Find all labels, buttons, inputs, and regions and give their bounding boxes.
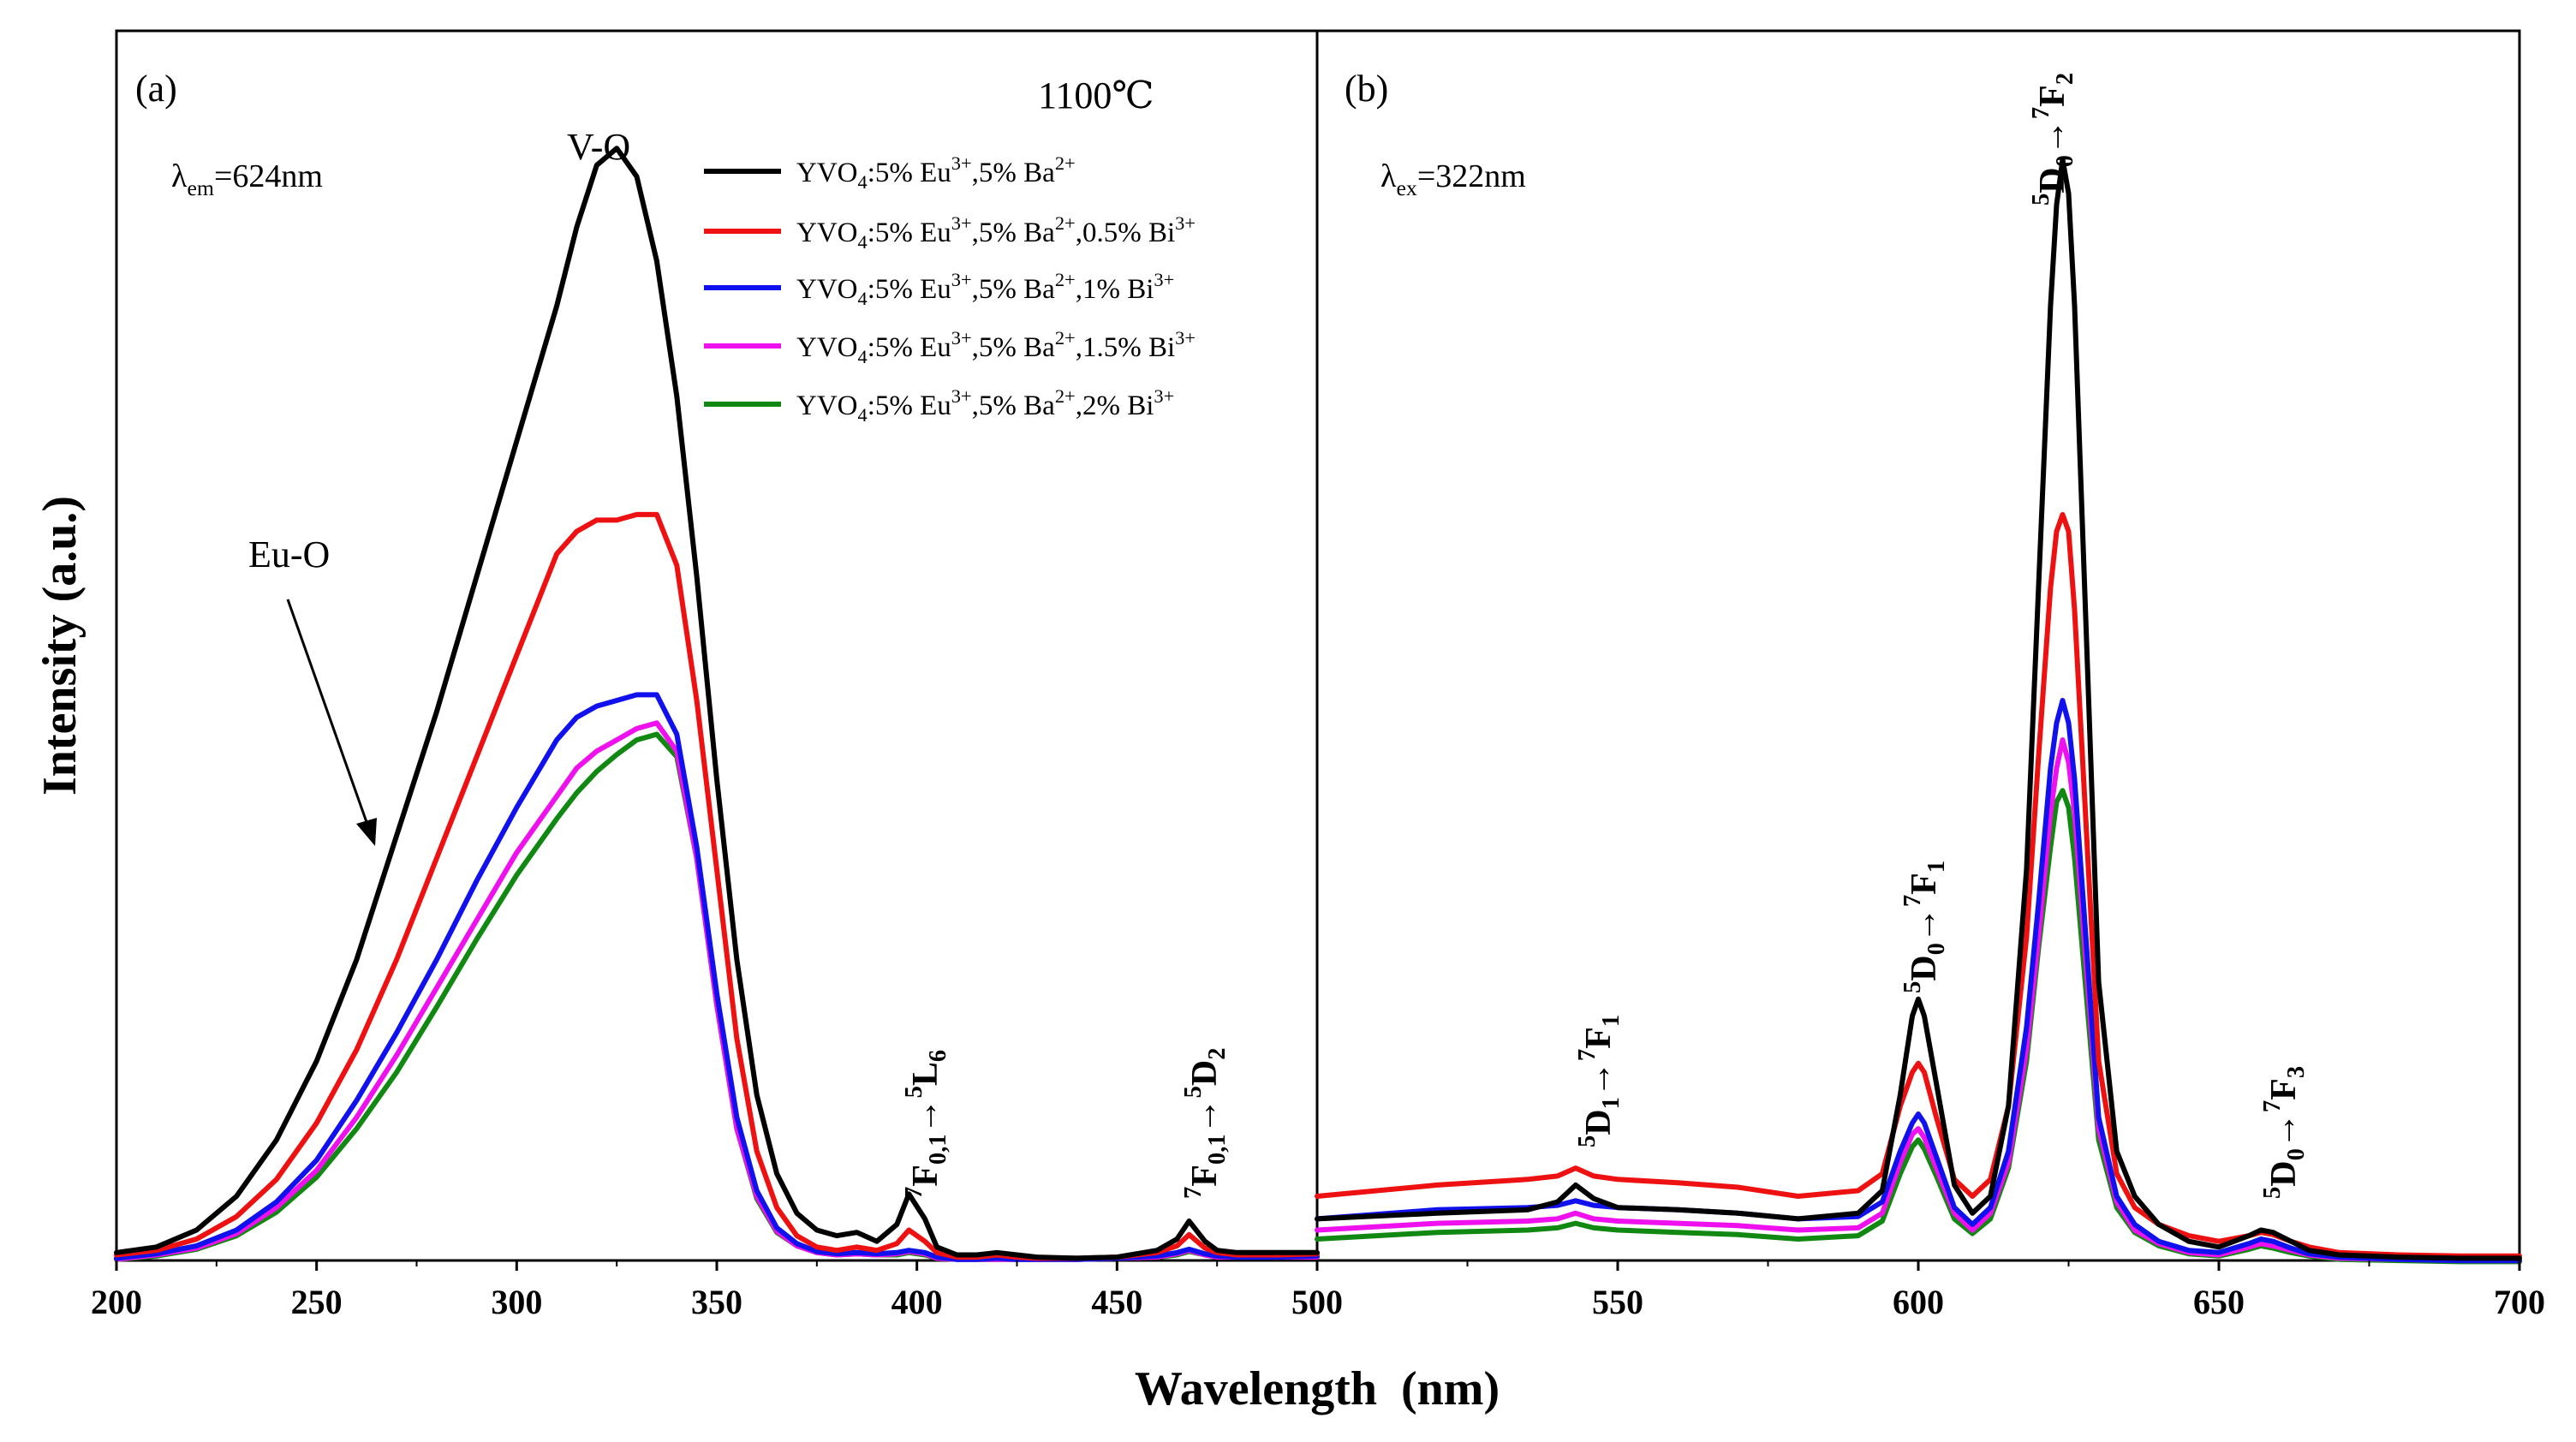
- euo-label: Eu-O: [248, 533, 330, 575]
- x-tick-label-a-5: 450: [1091, 1283, 1142, 1321]
- panel-b-transition-1: 5D1→7F1: [1574, 1015, 1625, 1147]
- panel-a-transition-1: 7F0,1→5L6: [901, 1050, 951, 1199]
- x-tick-label-b-1: 550: [1592, 1283, 1643, 1321]
- panel-a-temperature: 1100℃: [1038, 74, 1154, 116]
- x-tick-label-b-3: 650: [2193, 1283, 2245, 1321]
- panel-a-frame: [115, 29, 1319, 1262]
- legend: YVO4:5% Eu3+,5% Ba2+ YVO4:5% Eu3+,5% Ba2…: [704, 152, 1196, 426]
- legend-entry-1: YVO4:5% Eu3+,5% Ba2+,0.5% Bi3+: [704, 212, 1196, 253]
- svg-text:YVO4:5% Eu3+,5% Ba2+,2% Bi3+: YVO4:5% Eu3+,5% Ba2+,2% Bi3+: [796, 385, 1174, 426]
- series-line-b-s0: [1315, 157, 2522, 1261]
- svg-text:YVO4:5% Eu3+,5% Ba2+,1% Bi3+: YVO4:5% Eu3+,5% Ba2+,1% Bi3+: [796, 269, 1174, 309]
- panel-b-frame: [1315, 29, 2521, 1262]
- panel-b-transition-3: 5D0→7F2: [2028, 73, 2078, 206]
- series-line-b-s3: [1315, 737, 2522, 1264]
- legend-entry-0: YVO4:5% Eu3+,5% Ba2+: [704, 152, 1076, 193]
- x-axis-title: Wavelength (nm): [1135, 1362, 1500, 1415]
- series-line-b-s4: [1315, 788, 2522, 1265]
- x-tick-label-a-2: 300: [491, 1283, 542, 1321]
- x-tick-label-a-4: 400: [891, 1283, 943, 1321]
- y-axis-title: Intensity (a.u.): [33, 496, 86, 795]
- panel-a-condition: λem=624nm: [171, 158, 323, 200]
- panel-b-transition-4: 5D0→7F3: [2259, 1066, 2310, 1199]
- vo-peak-label: V-O: [567, 126, 630, 168]
- svg-text:YVO4:5% Eu3+,5% Ba2+,1.5% Bi3+: YVO4:5% Eu3+,5% Ba2+,1.5% Bi3+: [796, 327, 1196, 367]
- legend-entry-3: YVO4:5% Eu3+,5% Ba2+,1.5% Bi3+: [704, 327, 1196, 367]
- svg-text:YVO4:5% Eu3+,5% Ba2+: YVO4:5% Eu3+,5% Ba2+: [796, 152, 1076, 193]
- euo-arrow: [286, 599, 377, 846]
- panel-b-curves: [1315, 157, 2522, 1265]
- x-tick-label-b-4: 700: [2494, 1283, 2545, 1321]
- x-tick-label-a-1: 250: [291, 1283, 343, 1321]
- panel-b-label: (b): [1345, 68, 1388, 110]
- panel-b-transition-2: 5D0→7F1: [1899, 861, 1950, 993]
- series-line-a-s0: [114, 146, 1320, 1261]
- panel-a-curves: [114, 146, 1320, 1262]
- x-tick-label-a-3: 350: [691, 1283, 742, 1321]
- x-axis-ticks: 200 250 300 350 400 450 500 550 600 650 700: [91, 1260, 2545, 1321]
- x-tick-label-b-2: 600: [1893, 1283, 1944, 1321]
- x-tick-label-a-6: 500: [1291, 1283, 1343, 1321]
- panel-b-condition: λex=322nm: [1380, 158, 1526, 200]
- svg-text:YVO4:5% Eu3+,5% Ba2+,0.5% Bi3+: YVO4:5% Eu3+,5% Ba2+,0.5% Bi3+: [796, 212, 1196, 253]
- legend-entry-4: YVO4:5% Eu3+,5% Ba2+,2% Bi3+: [704, 385, 1174, 426]
- panel-a-transition-2: 7F0,1→5D2: [1180, 1047, 1231, 1199]
- panel-a-label: (a): [135, 68, 177, 110]
- legend-entry-2: YVO4:5% Eu3+,5% Ba2+,1% Bi3+: [704, 269, 1174, 309]
- x-tick-label-a-0: 200: [91, 1283, 142, 1321]
